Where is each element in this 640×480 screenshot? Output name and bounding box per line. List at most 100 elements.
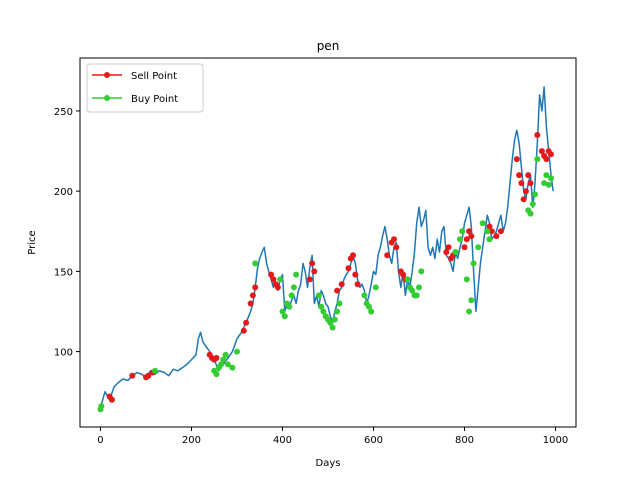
sell-point — [522, 188, 529, 195]
buy-point — [336, 300, 343, 307]
x-tick-label: 600 — [364, 435, 383, 446]
sell-point — [274, 284, 281, 291]
sell-point — [393, 244, 400, 251]
sell-point — [384, 252, 391, 259]
buy-point — [329, 324, 336, 331]
buy-point — [372, 284, 379, 291]
x-axis-ticks: 0 200 400 600 800 1000 — [97, 427, 568, 446]
sell-point — [240, 327, 247, 334]
legend-item-buy: Buy Point — [92, 94, 178, 105]
x-tick-label: 400 — [273, 435, 292, 446]
price-line — [99, 86, 554, 408]
x-tick-label: 1000 — [543, 435, 568, 446]
sell-point — [445, 244, 452, 251]
sell-point — [391, 236, 397, 243]
buy-point — [459, 228, 466, 235]
buy-point — [286, 303, 293, 310]
sell-point — [520, 196, 527, 203]
buy-point — [368, 308, 375, 315]
sell-point — [538, 148, 545, 155]
sell-point — [497, 228, 504, 235]
buy-point — [229, 364, 236, 371]
legend-sell-marker — [104, 72, 110, 78]
buy-point — [281, 313, 288, 320]
buy-point — [224, 361, 231, 368]
legend-buy-label: Buy Point — [131, 94, 178, 105]
sell-point — [345, 265, 352, 272]
x-axis-label: Days — [316, 458, 341, 469]
y-tick-label: 250 — [54, 107, 73, 118]
sell-point — [270, 276, 277, 283]
x-tick-label: 200 — [182, 435, 201, 446]
y-tick-label: 200 — [54, 187, 73, 198]
legend-sell-label: Sell Point — [131, 71, 177, 82]
buy-point — [475, 244, 482, 251]
buy-points — [97, 156, 554, 413]
buy-point — [234, 348, 240, 355]
buy-point — [327, 319, 334, 326]
sell-point — [247, 300, 254, 307]
sell-point — [306, 276, 313, 283]
sell-point — [108, 396, 115, 403]
legend: Sell Point Buy Point — [86, 63, 204, 113]
sell-point — [243, 319, 250, 326]
x-tick-label: 0 — [97, 435, 103, 446]
buy-point — [484, 228, 491, 235]
chart-title: pen — [317, 39, 340, 53]
buy-point — [222, 351, 229, 358]
buy-point — [318, 303, 325, 310]
buy-point — [468, 297, 475, 304]
sell-point — [338, 281, 345, 288]
buy-point — [413, 292, 420, 299]
buy-point — [288, 292, 295, 299]
sell-point — [525, 172, 532, 179]
plot-area — [80, 58, 576, 427]
buy-point — [457, 236, 463, 243]
legend-buy-marker — [104, 95, 110, 101]
buy-point — [543, 172, 550, 179]
y-axis-label: Price — [27, 230, 38, 254]
sell-point — [334, 287, 341, 294]
buy-point — [541, 180, 548, 187]
buy-point — [252, 260, 259, 267]
buy-point — [418, 268, 425, 275]
buy-point — [452, 249, 459, 256]
sell-point — [486, 223, 493, 230]
sell-point — [145, 372, 152, 379]
buy-point — [479, 220, 486, 227]
sell-points — [106, 132, 554, 403]
sell-point — [516, 172, 523, 179]
buy-point — [532, 191, 538, 198]
sell-point — [354, 281, 361, 288]
buy-point — [404, 276, 411, 283]
buy-point — [527, 210, 534, 217]
buy-point — [548, 175, 554, 182]
buy-point — [486, 236, 493, 243]
buy-point — [213, 371, 220, 378]
sell-point — [466, 228, 473, 235]
sell-point — [252, 284, 259, 291]
legend-item-sell: Sell Point — [92, 71, 177, 82]
sell-point — [513, 156, 520, 163]
sell-point — [463, 236, 470, 243]
sell-point — [311, 268, 318, 275]
buy-point — [334, 308, 341, 315]
buy-point — [463, 276, 470, 283]
buy-point — [331, 316, 338, 323]
buy-point — [534, 156, 541, 163]
buy-point — [290, 284, 297, 291]
sell-point — [518, 180, 525, 187]
sell-point — [268, 271, 275, 278]
buy-point — [293, 271, 300, 278]
buy-point — [277, 276, 284, 283]
y-axis-ticks: 100 150 200 250 — [54, 107, 80, 359]
sell-point — [548, 151, 554, 158]
buy-point — [152, 367, 159, 374]
y-tick-label: 100 — [54, 348, 73, 359]
buy-point — [315, 292, 322, 299]
x-tick-label: 800 — [455, 435, 474, 446]
legend-box — [86, 63, 204, 113]
buy-point — [279, 308, 286, 315]
sell-point — [443, 249, 450, 256]
buy-point — [366, 303, 372, 310]
